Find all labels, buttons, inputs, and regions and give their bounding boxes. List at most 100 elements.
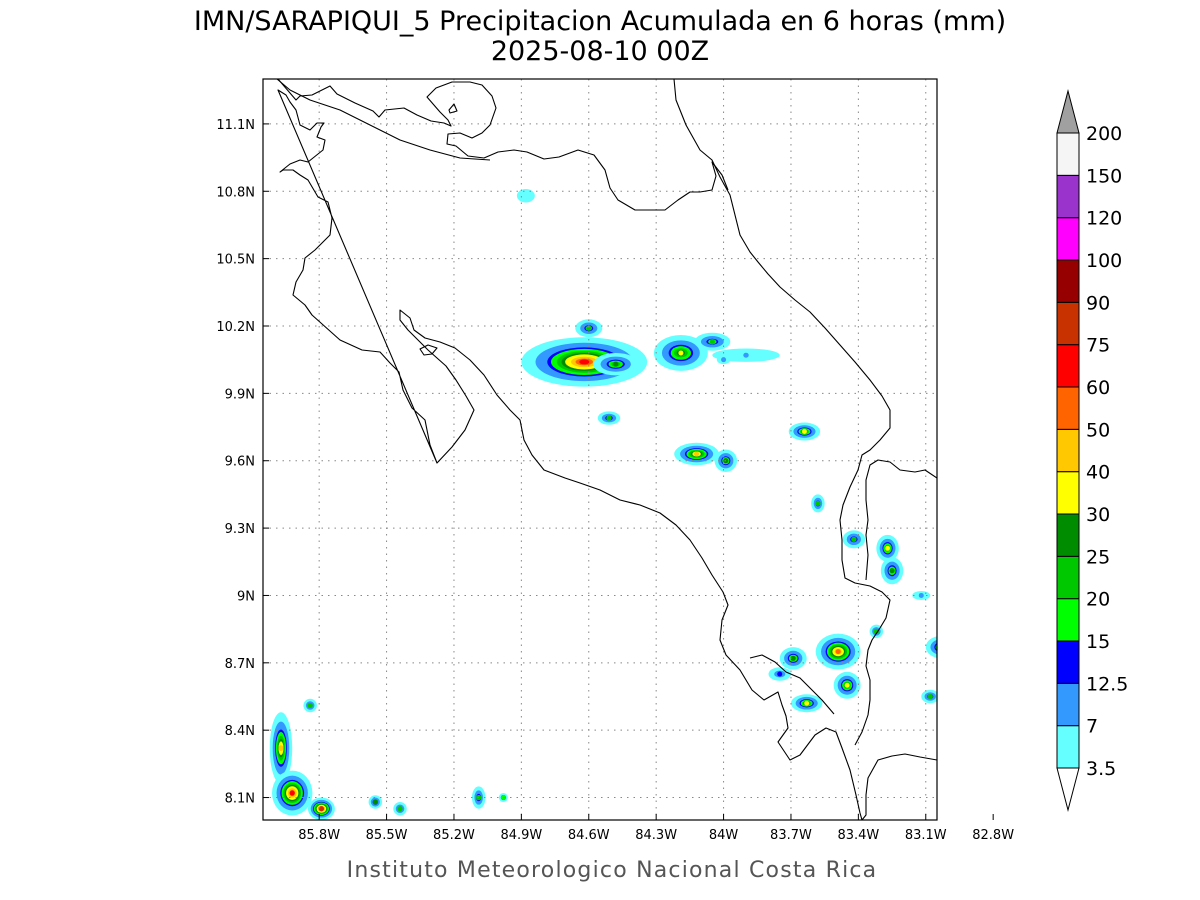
precip-contour [804,700,810,706]
coastlines [276,79,937,820]
y-tick-label: 9N [237,589,255,604]
precip-contour [844,682,850,688]
precip-cell [842,530,866,549]
precip-cell [653,334,708,371]
precip-contour [1036,609,1054,627]
map-title: IMN/SARAPIQUI_5 Precipitacion Acumulada … [194,6,1006,37]
precip-cell [1036,299,1054,335]
colorbar-label: 120 [1086,208,1122,230]
precip-contour [939,645,944,650]
map-subtitle: 2025-08-10 00Z [491,36,709,67]
precip-contour [993,692,1024,737]
x-tick-label: 85.8W [298,828,340,843]
colorbar-label: 3.5 [1086,758,1116,780]
colorbar-label: 15 [1086,631,1110,653]
precip-contour [957,229,1020,265]
y-axis-ticks: 8.1N 8.4N 8.7N 9N 9.3N 9.6N 9.9N 10.2N 10.5N 10.8… [216,118,269,807]
precip-contour [986,245,991,250]
colorbar-label: 75 [1086,335,1110,357]
precip-contour [307,702,313,708]
precip-contour [1036,299,1054,335]
precip-cell [833,671,861,699]
nicaragua-border [276,79,491,161]
x-axis-ticks: 85.8W 85.5W 85.2W 84.9W 84.6W 84.3W 84W 83.7W 83… [298,814,1014,843]
colorbar-swatch [1056,301,1080,346]
precip-contour [1006,712,1011,717]
colorbar-swatch [1056,259,1080,303]
x-tick-label: 85.2W [433,828,475,843]
precip-contour [973,627,978,632]
caribbean-coastline [673,79,891,746]
precip-contour [963,677,975,689]
colorbar-swatch [1056,555,1080,600]
precip-contour [1042,311,1048,322]
precip-contour [1006,710,1012,718]
precip-cell [876,534,899,562]
colorbar-label: 7 [1086,716,1098,738]
precip-cell [964,622,986,635]
precip-cell [993,692,1024,737]
precip-contour [885,545,891,551]
precip-contour [1003,705,1016,723]
colorbar-swatch [1056,471,1080,515]
nicoya-gulf-coast [399,309,937,820]
precip-contour [927,694,933,699]
precipitation-layer [269,189,1054,820]
precip-contour [278,745,284,752]
colorbar-label: 100 [1086,250,1122,272]
precip-contour [981,243,997,252]
colorbar: 3.5 7 12.5 15 20 25 30 40 50 60 75 90 100 120 150 200 [1056,89,1128,812]
x-tick-label: 84.6W [568,828,610,843]
colorbar-swatch [1056,725,1080,769]
precip-cell [498,793,508,803]
precip-contour [966,681,971,686]
colorbar-label: 30 [1086,504,1110,526]
x-tick-label: 83.1W [905,828,947,843]
precip-contour [289,790,295,796]
precip-contour [815,500,821,506]
y-tick-label: 10.8N [216,185,255,200]
precip-contour [1042,314,1047,321]
precip-contour [998,699,1019,729]
colorbar-swatch [1056,598,1080,642]
precip-cell [788,422,821,441]
y-tick-label: 11.1N [216,118,255,133]
precip-contour [969,625,982,633]
precip-contour [743,352,749,358]
precip-contour [678,350,684,356]
precip-contour [961,517,966,522]
precip-contour [964,679,972,687]
precip-cell [674,442,720,466]
y-tick-label: 10.2N [216,320,255,335]
precip-cell [790,694,823,713]
precip-contour [953,667,984,698]
precip-contour [1042,315,1047,320]
colorbar-label: 12.5 [1086,673,1128,695]
precip-contour [1039,612,1050,623]
colorbar-label: 60 [1086,377,1110,399]
y-tick-label: 8.4N [225,724,255,739]
precip-cell [303,698,317,713]
colorbar-swatch [1056,174,1080,219]
precip-contour [709,339,715,345]
precip-contour [957,512,970,525]
x-tick-label: 84W [709,828,739,843]
precip-cell [815,633,861,670]
colorbar-swatch [1056,682,1080,727]
precip-cell [271,770,313,816]
precip-contour [606,415,612,421]
precip-cell [811,494,825,513]
colorbar-label: 20 [1086,589,1110,611]
precip-contour [939,645,944,650]
colorbar-swatch [1056,217,1080,261]
x-tick-label: 84.3W [635,828,677,843]
precip-contour [1004,707,1014,721]
precip-contour [586,325,592,331]
precip-cell [516,189,535,203]
colorbar-label: 25 [1086,546,1110,568]
precip-cell [953,667,984,698]
precip-contour [957,672,979,694]
precip-contour [930,639,937,655]
precip-contour [1042,615,1047,620]
plot-area: 85.8W 85.5W 85.2W 84.9W 84.6W 84.3W 84W 83.7W 83… [216,78,1054,843]
